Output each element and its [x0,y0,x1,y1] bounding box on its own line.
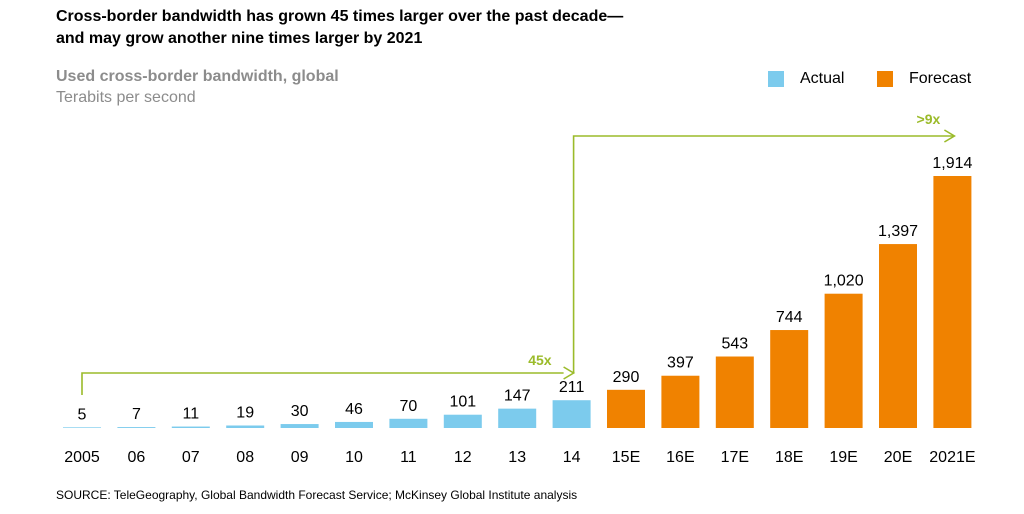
bar [879,244,917,428]
x-tick-label: 2005 [64,449,100,466]
chart-subtitle: Used cross-border bandwidth, global [56,68,339,85]
bar-value-label: 744 [776,309,803,326]
bar [552,400,591,428]
x-tick-label: 17E [721,449,749,466]
x-tick-label: 11 [400,449,417,466]
legend-item-forecast: Forecast [877,68,971,90]
bar [933,176,972,428]
legend-swatch-forecast [877,71,893,87]
growth-arrowhead-45x [563,366,576,380]
bar [498,408,537,428]
x-tick-label: 2021E [929,449,975,466]
bar-value-label: 1,914 [932,155,972,172]
bar-value-label: 11 [182,406,199,423]
bar-value-label: 70 [400,398,418,415]
bar-value-label: 5 [78,406,87,423]
bar [443,414,482,428]
y-axis-unit-label: Terabits per second [56,89,196,106]
bar [171,426,210,428]
growth-arrowhead-9x [943,129,956,143]
bar-value-label: 101 [449,394,476,411]
x-tick-label: 18E [775,449,803,466]
x-tick-label: 10 [345,449,363,466]
bar-value-label: 290 [613,369,640,386]
growth-label-9x: >9x [917,111,941,127]
growth-arrow-9x [572,135,955,373]
x-tick-label: 09 [291,449,309,466]
x-tick-label: 08 [236,449,254,466]
bar [824,293,863,428]
bar-value-label: 7 [132,406,141,423]
bar [389,418,428,428]
source-note: SOURCE: TeleGeography, Global Bandwidth … [56,488,578,502]
chart-title: Cross-border bandwidth has grown 45 time… [56,6,623,50]
x-tick-label: 16E [666,449,694,466]
x-tick-label: 06 [128,449,146,466]
x-tick-label: 15E [612,449,640,466]
growth-arrow-45x [81,372,564,395]
bar-value-label: 543 [721,336,748,353]
bar-value-label: 1,020 [824,273,864,290]
x-tick-label: 19E [829,449,857,466]
legend-label-actual: Actual [800,70,845,87]
bar [226,425,265,428]
x-tick-label: 13 [508,449,526,466]
x-tick-label: 12 [454,449,472,466]
bar [770,330,809,428]
bar [607,389,645,428]
bar [335,421,373,428]
legend-swatch-actual [768,71,784,87]
legend-label-forecast: Forecast [909,70,972,87]
bar-value-label: 147 [504,388,531,405]
bar-value-label: 30 [291,403,309,420]
bar [280,424,319,428]
growth-label-45x: 45x [528,352,552,368]
bar-value-label: 46 [345,401,363,418]
bar-value-label: 1,397 [878,223,918,240]
bar [63,427,101,428]
chart-title-line-1: Cross-border bandwidth has grown 45 time… [56,8,624,25]
bar [117,427,156,428]
x-tick-label: 20E [884,449,912,466]
bar-value-label: 211 [559,379,585,396]
bar [715,356,754,428]
bar [661,375,700,428]
x-tick-label: 14 [563,449,581,466]
chart-title-line-2: and may grow another nine times larger b… [56,30,423,47]
bar-value-label: 19 [236,404,254,421]
bar-value-label: 397 [667,355,694,372]
legend-item-actual: Actual [768,68,844,90]
x-tick-label: 07 [182,449,200,466]
